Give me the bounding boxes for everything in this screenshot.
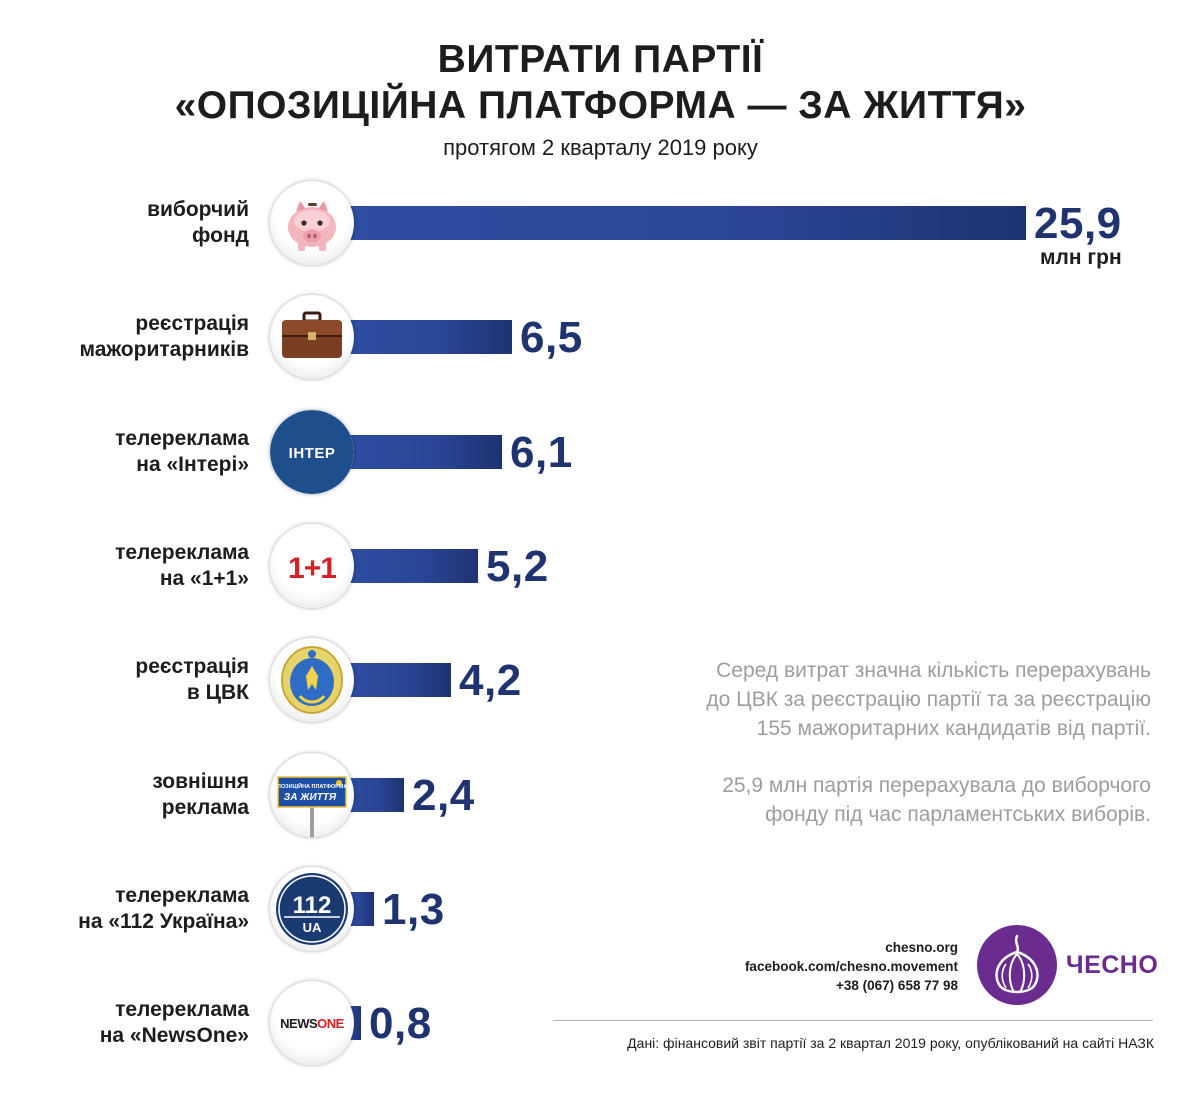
garlic-icon xyxy=(977,925,1057,1005)
category-icon-badge xyxy=(270,295,354,380)
category-label-line: телереклама xyxy=(115,426,249,450)
note-line: фонду під час парламентських виборів. xyxy=(765,803,1151,826)
note-line: до ЦВК за реєстрацію партії та за реєстр… xyxy=(706,688,1151,711)
value-label: 5,2 xyxy=(486,541,549,591)
category-label: зовнішня реклама xyxy=(9,769,249,821)
category-label-line: на «Інтері» xyxy=(136,452,249,476)
chart-row: телереклама на «1+1» 1+1 5,2 xyxy=(0,517,1201,617)
chart-row: виборчий фонд 25,9 млн грн xyxy=(0,174,1201,274)
category-label-line: телереклама xyxy=(115,883,249,907)
category-label: телереклама на «Інтері» xyxy=(9,426,249,478)
source-note: Дані: фінансовий звіт партії за 2 кварта… xyxy=(627,1035,1154,1051)
value-label: 25,9 xyxy=(1034,199,1122,248)
chart-row: реєстрація в ЦВК 4,2 xyxy=(0,631,1201,731)
icon-text: ІНТЕР xyxy=(289,445,336,462)
category-label-line: реєстрація xyxy=(135,312,249,336)
category-label-line: реклама xyxy=(161,795,249,819)
unit-label: млн грн xyxy=(1040,246,1122,269)
category-label: реєстрація в ЦВК xyxy=(9,654,249,706)
briefcase-icon xyxy=(282,311,342,359)
chart-row: телереклама на «112 Україна» 112 UA 1,3 xyxy=(0,860,1201,960)
icon-text: ЗА ЖИТТЯ xyxy=(284,792,337,803)
category-label-line: реєстрація xyxy=(135,655,249,679)
value-label: 2,4 xyxy=(412,770,475,820)
category-label-line: на «NewsOne» xyxy=(99,1024,249,1048)
category-icon-badge: NEWSONE xyxy=(270,981,354,1066)
note-line: 25,9 млн партія перерахувала до виборчог… xyxy=(722,774,1151,797)
category-label-line: телереклама xyxy=(115,998,249,1022)
bar xyxy=(340,548,478,583)
chart-subtitle: протягом 2 кварталу 2019 року xyxy=(443,135,758,160)
inter-logo-icon: ІНТЕР xyxy=(270,409,354,494)
one-plus-one-logo-icon: 1+1 xyxy=(288,552,337,585)
brand-name: ЧЕСНО xyxy=(1066,951,1159,979)
category-label: телереклама на «112 Україна» xyxy=(9,883,249,935)
note-line: 155 мажоритарних кандидатів від партії. xyxy=(756,717,1151,740)
cvk-emblem-icon xyxy=(281,646,343,715)
facebook-link[interactable]: facebook.com/chesno.movement xyxy=(744,959,958,974)
category-icon-badge: 1+1 xyxy=(270,523,354,608)
icon-text: NEWSONE xyxy=(280,1016,345,1031)
category-label-line: на «112 Україна» xyxy=(78,909,249,933)
note-paragraph-2: 25,9 млн партія перерахувала до виборчог… xyxy=(631,771,1151,829)
category-label-line: зовнішня xyxy=(152,769,249,793)
category-label: виборчий фонд xyxy=(9,197,249,249)
icon-text: 1+1 xyxy=(288,552,336,585)
chart-title-line1: ВИТРАТИ ПАРТІЇ xyxy=(437,38,764,81)
icon-text: ОПОЗИЦІЙНА ПЛАТФОРМА xyxy=(273,782,348,790)
billboard-icon: ОПОЗИЦІЙНА ПЛАТФОРМА ЗА ЖИТТЯ xyxy=(273,775,348,837)
category-label-line: на «1+1» xyxy=(159,566,249,590)
chart-row: реєстрація мажоритарників 6,5 xyxy=(0,288,1201,388)
chart-row: зовнішня реклама ОПОЗИЦІЙНА ПЛАТФОРМА ЗА ЖИ… xyxy=(0,746,1201,846)
value-label: 0,8 xyxy=(369,999,432,1049)
category-icon-badge xyxy=(270,181,354,265)
value-label: 6,5 xyxy=(520,313,583,363)
category-label-line: в ЦВК xyxy=(186,681,249,705)
category-icon-badge xyxy=(270,638,354,723)
category-icon-badge: ІНТЕР xyxy=(270,409,354,494)
category-icon-badge: 112 UA xyxy=(270,866,354,951)
website-link[interactable]: chesno.org xyxy=(885,940,958,955)
category-label: телереклама на «1+1» xyxy=(9,540,249,592)
category-label-line: фонд xyxy=(192,224,249,247)
category-label-line: телереклама xyxy=(115,540,249,564)
phone-number: +38 (067) 658 77 98 xyxy=(836,978,958,993)
icon-text: UA xyxy=(303,920,322,935)
icon-text: 112 xyxy=(293,892,332,919)
bar xyxy=(340,663,451,698)
bar xyxy=(340,206,1026,240)
category-label: телереклама на «NewsOne» xyxy=(9,997,249,1049)
value-label: 4,2 xyxy=(459,656,522,706)
chart-row: телереклама на «Інтері» ІНТЕР 6,1 xyxy=(0,403,1201,503)
chesno-logo xyxy=(976,924,1058,1011)
bar xyxy=(340,320,512,355)
category-label: реєстрація мажоритарників xyxy=(9,311,249,363)
piggy-bank-icon xyxy=(288,201,336,251)
category-icon-badge: ОПОЗИЦІЙНА ПЛАТФОРМА ЗА ЖИТТЯ xyxy=(270,752,354,837)
note-line: Серед витрат значна кількість перерахува… xyxy=(716,659,1151,682)
value-label: 6,1 xyxy=(510,427,573,477)
contacts: chesno.org facebook.com/chesno.movement … xyxy=(700,938,958,995)
value-label: 1,3 xyxy=(382,884,445,934)
category-label-line: мажоритарників xyxy=(79,338,249,362)
bar xyxy=(340,434,502,469)
chart-title-line2: «ОПОЗИЦІЙНА ПЛАТФОРМА — ЗА ЖИТТЯ» xyxy=(174,84,1027,127)
divider xyxy=(553,1020,1153,1021)
note-paragraph-1: Серед витрат значна кількість перерахува… xyxy=(631,656,1151,743)
chart-row: телереклама на «NewsOne» NEWSONE 0,8 xyxy=(0,974,1201,1074)
newsone-logo-icon: NEWSONE xyxy=(280,1016,345,1031)
category-label-line: виборчий xyxy=(147,198,249,221)
